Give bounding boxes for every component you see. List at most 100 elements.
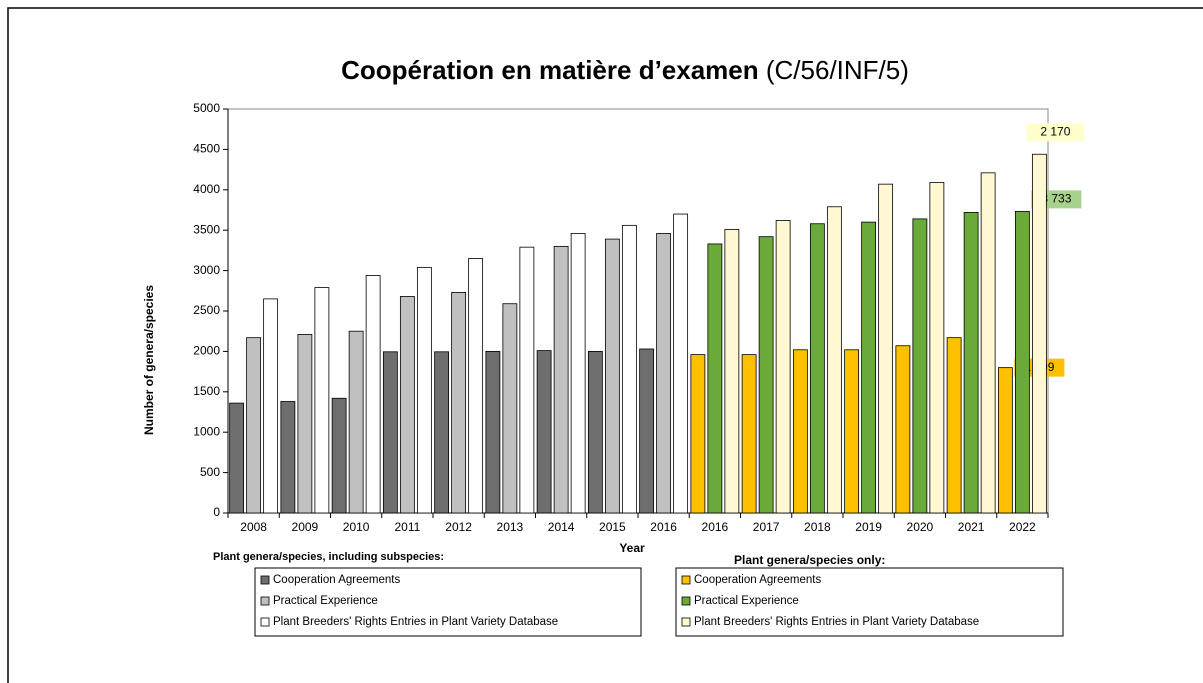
bar: [826, 206, 842, 514]
bar: [280, 401, 296, 514]
x-tick-label: 2020: [907, 520, 934, 534]
bar: [690, 354, 706, 514]
bar: [536, 350, 552, 514]
y-axis-label: Number of genera/species: [142, 285, 156, 435]
plot-area: [227, 108, 1049, 514]
x-tick-label: 2021: [958, 520, 985, 534]
bar: [331, 397, 347, 514]
y-tick-label: 1000: [193, 424, 220, 438]
chart-title: Coopération en matière d’examen: [341, 55, 759, 85]
y-tick-label: 4500: [193, 142, 220, 156]
x-axis-label: Year: [619, 541, 645, 555]
bar: [656, 233, 672, 514]
bar: [604, 238, 620, 514]
legend-label: Plant Breeders' Rights Entries in Plant …: [694, 616, 979, 628]
y-tick-label: 3500: [193, 222, 220, 236]
chart-subtitle: (C/56/INF/5): [766, 55, 909, 85]
bar: [980, 172, 996, 514]
bar: [912, 218, 928, 514]
legend-swatch: [260, 596, 270, 606]
bar: [297, 334, 313, 514]
bar: [809, 223, 825, 514]
bar: [519, 246, 535, 514]
x-tick-label: 2012: [445, 520, 472, 534]
bar: [587, 350, 603, 514]
bar: [792, 349, 808, 514]
bar: [621, 224, 637, 514]
legend-swatch: [260, 575, 270, 585]
bar: [775, 220, 791, 514]
bar: [314, 287, 330, 514]
bar: [878, 183, 894, 514]
legend-label: Practical Experience: [273, 595, 378, 607]
annotation-bg: [1026, 123, 1085, 142]
legend-label: Cooperation Agreements: [694, 574, 821, 586]
bar: [468, 258, 484, 514]
legend-title: Plant genera/species, including subspeci…: [213, 551, 444, 563]
bar: [553, 245, 569, 514]
bar: [1014, 210, 1030, 514]
x-tick-label: 2022: [1009, 520, 1036, 534]
legend-swatch: [681, 617, 691, 627]
y-tick-label: 0: [213, 505, 220, 519]
x-tick-label: 2016: [702, 520, 729, 534]
legend-swatch: [681, 596, 691, 606]
y-tick-label: 1500: [193, 384, 220, 398]
x-tick-label: 2019: [855, 520, 882, 534]
bar: [724, 228, 740, 514]
bar: [639, 348, 655, 514]
bar: [929, 182, 945, 514]
bar: [365, 275, 381, 514]
x-tick-label: 2018: [804, 520, 831, 534]
x-tick-label: 2014: [548, 520, 575, 534]
legend-title: Plant genera/species only:: [734, 553, 885, 567]
bar: [895, 345, 911, 514]
bar: [997, 367, 1013, 514]
legend-swatch: [681, 575, 691, 585]
y-tick-label: 500: [200, 465, 220, 479]
bar: [1031, 153, 1047, 514]
bar: [382, 351, 398, 514]
x-tick-label: 2008: [240, 520, 267, 534]
bar: [246, 337, 262, 514]
bar: [741, 354, 757, 514]
legend-label: Practical Experience: [694, 595, 799, 607]
bar: [673, 213, 689, 514]
y-tick-label: 4000: [193, 182, 220, 196]
x-tick-label: 2013: [497, 520, 524, 534]
bar: [570, 233, 586, 514]
annotation: 2 170: [1040, 124, 1070, 138]
bar: [451, 292, 467, 514]
y-tick-label: 5000: [193, 101, 220, 115]
legend-label: Plant Breeders' Rights Entries in Plant …: [273, 616, 558, 628]
bar: [229, 402, 245, 514]
y-tick-label: 3000: [193, 263, 220, 277]
x-tick-label: 2010: [343, 520, 370, 534]
frame: [7, 7, 1203, 683]
bar: [416, 266, 432, 514]
bar: [348, 330, 364, 514]
y-tick-label: 2000: [193, 344, 220, 358]
bar: [844, 349, 860, 514]
bar: [263, 298, 279, 514]
bar: [758, 236, 774, 514]
bar: [485, 350, 501, 514]
bar: [707, 243, 723, 514]
legend-swatch: [260, 617, 270, 627]
chart-title-line: Coopération en matière d’examen (C/56/IN…: [341, 55, 909, 85]
y-tick-label: 2500: [193, 303, 220, 317]
bar: [502, 303, 518, 514]
value-label: 3 733: [1041, 192, 1071, 206]
legend-box: [675, 567, 1064, 637]
bar: [434, 351, 450, 514]
x-tick-label: 2009: [292, 520, 319, 534]
x-tick-label: 2011: [394, 520, 420, 534]
bar: [963, 212, 979, 514]
x-tick-label: 2015: [599, 520, 626, 534]
x-tick-label: 2016: [650, 520, 677, 534]
x-tick-label: 2017: [753, 520, 780, 534]
bar: [946, 337, 962, 514]
legend-label: Cooperation Agreements: [273, 574, 400, 586]
bar: [399, 296, 415, 514]
